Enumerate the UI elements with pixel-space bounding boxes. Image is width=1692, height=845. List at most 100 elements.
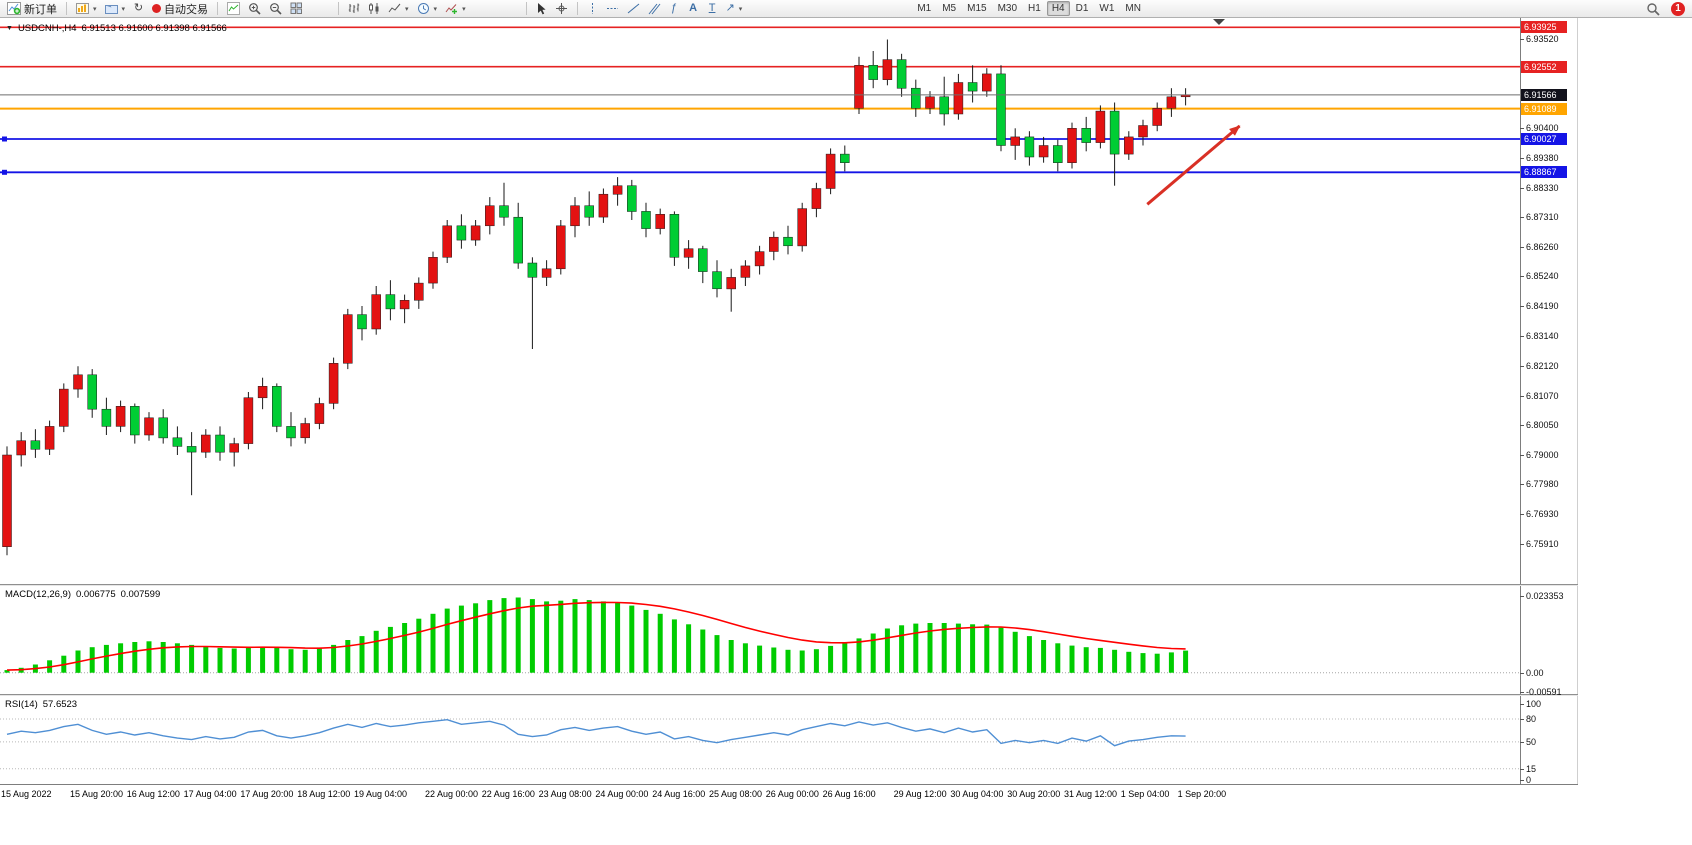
line-chart-mode-button[interactable]: ▾ [385,1,412,17]
fibonacci-tool-button[interactable]: ƒ [666,1,683,17]
new-order-icon [7,2,21,15]
time-axis-label: 1 Sep 20:00 [1177,789,1227,799]
text-tool-icon: A [689,2,698,14]
indicators-list-button[interactable] [224,1,243,17]
macd-name: MACD(12,26,9) [5,589,71,600]
text-label-icon: T [708,2,716,14]
chart-shift-marker [1213,19,1225,25]
chart-ohlc-values: 6.91513 6.91600 6.91398 6.91566 [81,23,227,34]
price-axis[interactable] [1520,18,1578,784]
price-axis-label: 6.76930 [1526,509,1559,520]
trendline-tool-button[interactable] [624,1,643,17]
macd-histogram [0,597,1520,674]
time-axis-label: 24 Aug 16:00 [652,789,706,799]
axis-tick [1520,514,1524,516]
vertical-line-tool-button[interactable] [584,1,601,17]
horizontal-line-tool-button[interactable] [603,1,622,17]
dropdown-arrow-icon: ▾ [405,5,409,13]
timeframe-h4[interactable]: H4 [1046,1,1070,16]
line-chart-icon [388,3,401,13]
new-chart-icon [76,3,89,14]
price-chart-panel[interactable]: ▼ USDCNH-,H4 6.91513 6.91600 6.91398 6.9… [0,18,1520,584]
tile-windows-button[interactable] [287,1,306,17]
candlestick-chart[interactable] [0,18,1520,584]
macd-main-value: 0.006775 [76,589,116,600]
axis-tick [1520,365,1524,367]
panel-splitter[interactable] [0,694,1578,696]
time-axis-label: 30 Aug 04:00 [950,789,1004,799]
timeframe-w1[interactable]: W1 [1099,3,1115,14]
price-level-badge: 6.88867 [1521,166,1567,179]
price-axis-label: 6.83140 [1526,331,1559,342]
timeframe-m30[interactable]: M30 [997,3,1018,14]
toolbar-separator [66,2,67,15]
rsi-panel[interactable]: RSI(14) 57.6523 [0,696,1520,784]
macd-bars [4,597,1189,673]
horizontal-line-icon [606,8,618,9]
panel-splitter[interactable] [0,584,1578,586]
timeframe-m1[interactable]: M1 [917,3,932,14]
rsi-value: 57.6523 [42,699,78,710]
rsi-line [6,718,1186,747]
timeframe-h1[interactable]: H1 [1028,3,1041,14]
candlestick-icon [369,3,379,14]
axis-tick [1520,768,1524,770]
timeframe-m5[interactable]: M5 [942,3,957,14]
crosshair-tool-button[interactable] [552,1,571,17]
new-order-label: 新订单 [24,3,57,16]
axis-tick [1520,543,1524,545]
price-level-badge: 6.92552 [1521,60,1567,73]
time-axis-label: 25 Aug 08:00 [709,789,763,799]
zoom-out-icon [270,3,282,15]
candlestick-mode-button[interactable] [365,1,383,17]
axis-tick [1520,157,1524,159]
tile-windows-icon [290,2,303,14]
cursor-tool-button[interactable] [533,1,550,17]
collapse-icon[interactable]: ▼ [6,25,13,32]
new-order-button[interactable]: 新订单 [4,1,60,17]
time-axis-label: 17 Aug 04:00 [183,789,237,799]
time-axis-label: 19 Aug 04:00 [354,789,408,799]
zoom-out-button[interactable] [266,1,285,17]
label-tool-button[interactable]: T [704,1,721,17]
text-tool-button[interactable]: A [685,1,702,17]
search-button[interactable] [1643,1,1663,17]
rsi-axis-label: 15 [1526,763,1537,774]
time-axis-label: 15 Aug 2022 [1,789,52,799]
time-axis-label: 18 Aug 12:00 [297,789,351,799]
axis-tick [1520,247,1524,248]
bar-chart-mode-button[interactable] [345,1,363,17]
axis-tick [1520,187,1524,189]
axis-tick [1520,780,1524,782]
axis-tick [1520,672,1524,674]
equidistant-channel-icon [648,3,660,15]
refresh-button[interactable]: ↻ [130,1,147,17]
autotrading-button[interactable]: 自动交易 [149,1,211,17]
price-level-badge: 6.93925 [1521,21,1567,34]
axis-tick [1520,703,1524,705]
macd-axis-label: -0.00591 [1526,687,1562,698]
time-axis[interactable]: 15 Aug 2022 15 Aug 20:00 16 Aug 12:00 17 Au… [0,784,1578,802]
zoom-in-button[interactable] [245,1,264,17]
notification-badge[interactable]: 1 [1671,1,1685,16]
macd-axis-label: 0.00 [1526,667,1544,678]
timeframe-m15[interactable]: M15 [967,3,987,14]
add-indicator-button[interactable]: ▾ [442,1,469,17]
clock-icon [417,3,429,14]
price-level-badge: 6.91566 [1521,88,1567,101]
arrows-tool-button[interactable]: ↗ ▾ [723,1,746,17]
toolbar-separator [217,2,219,15]
axis-tick [1520,692,1524,694]
new-chart-button[interactable]: ▾ [73,1,100,17]
price-axis-label: 6.81070 [1526,390,1559,401]
time-axis-label: 23 Aug 08:00 [538,789,592,799]
timeframe-d1[interactable]: D1 [1075,3,1089,14]
channel-tool-button[interactable] [645,1,664,17]
macd-panel[interactable]: MACD(12,26,9) 0.006775 0.007599 [0,586,1520,694]
timeframe-mn[interactable]: MN [1125,3,1141,14]
fibonacci-icon: ƒ [671,2,678,14]
dropdown-arrow-icon: ▾ [433,5,438,13]
rsi-axis-label: 0 [1526,775,1532,786]
profiles-button[interactable]: ▾ [102,1,129,17]
timeframes-menu-button[interactable]: ▾ [414,1,441,17]
